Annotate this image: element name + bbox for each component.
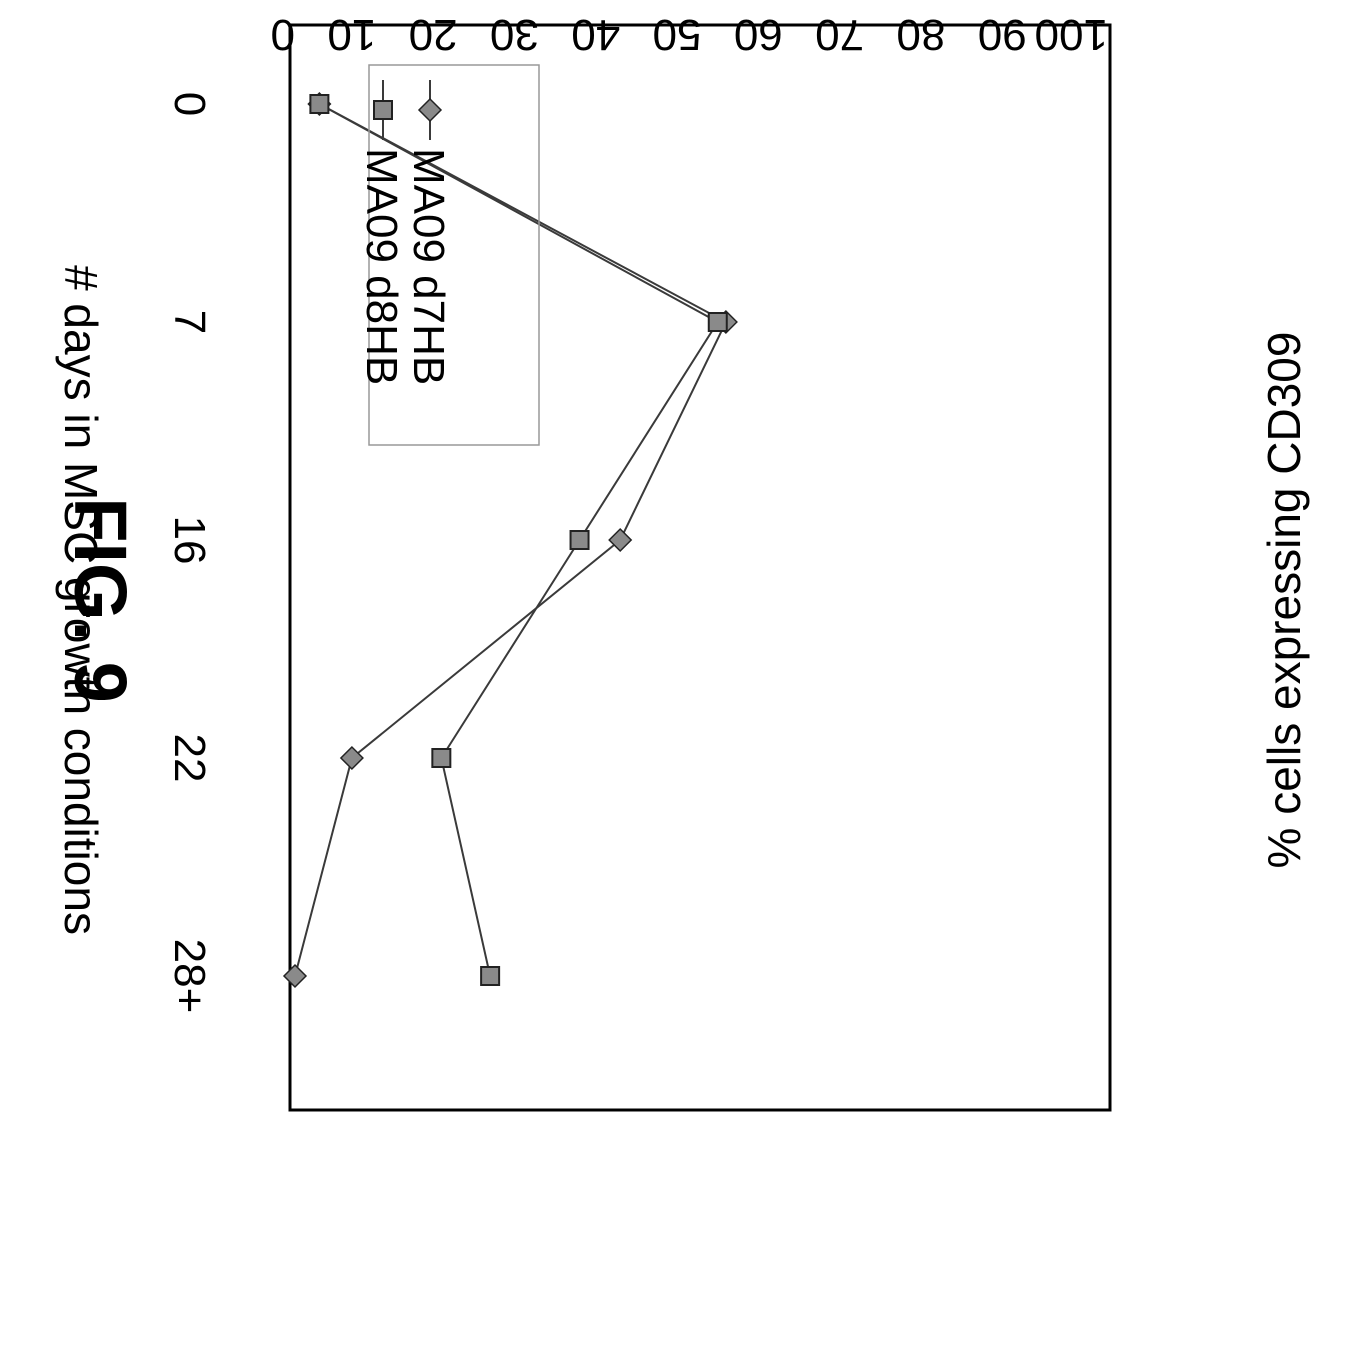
y-tick-label: 30 bbox=[490, 10, 539, 59]
y-tick-label: 40 bbox=[571, 10, 620, 59]
legend-label: MA09 d8HB bbox=[357, 148, 406, 385]
y-tick-label: 100 bbox=[1035, 10, 1108, 59]
legend-marker bbox=[373, 100, 393, 120]
legend-label: MA09 d7HB bbox=[404, 148, 453, 385]
legend-box bbox=[368, 64, 540, 446]
data-point bbox=[608, 527, 633, 553]
data-point bbox=[309, 94, 330, 114]
x-tick-label: 0 bbox=[165, 92, 214, 116]
data-point bbox=[569, 530, 590, 550]
data-point bbox=[431, 748, 452, 768]
x-tick-labels: 0 7 16 22 28+ bbox=[165, 92, 214, 1014]
y-tick-labels: 0 10 20 30 40 50 60 70 80 90 100 bbox=[271, 10, 1108, 59]
data-point bbox=[707, 312, 728, 332]
y-tick-label: 60 bbox=[734, 10, 783, 59]
y-axis-label: % cells expressing CD309 bbox=[1258, 332, 1310, 869]
y-tick-label: 50 bbox=[653, 10, 702, 59]
x-tick-label: 22 bbox=[165, 734, 214, 783]
y-tick-label: 70 bbox=[815, 10, 864, 59]
data-point bbox=[339, 745, 364, 771]
x-tick-label: 28+ bbox=[165, 939, 214, 1014]
data-point bbox=[480, 966, 501, 986]
legend-marker bbox=[417, 97, 443, 123]
y-tick-label: 80 bbox=[896, 10, 945, 59]
figure-label: FIG. 9 bbox=[59, 497, 142, 703]
y-tick-label: 10 bbox=[327, 10, 376, 59]
x-tick-label: 16 bbox=[165, 516, 214, 565]
x-tick-label: 7 bbox=[165, 310, 214, 334]
x-axis-label: # days in MSC growth conditions bbox=[55, 265, 107, 935]
y-tick-label: 90 bbox=[978, 10, 1027, 59]
series-markers bbox=[282, 91, 738, 989]
y-tick-label: 0 bbox=[271, 10, 295, 59]
data-point bbox=[282, 963, 308, 989]
plot-frame bbox=[288, 23, 1112, 1112]
y-tick-label: 20 bbox=[409, 10, 458, 59]
